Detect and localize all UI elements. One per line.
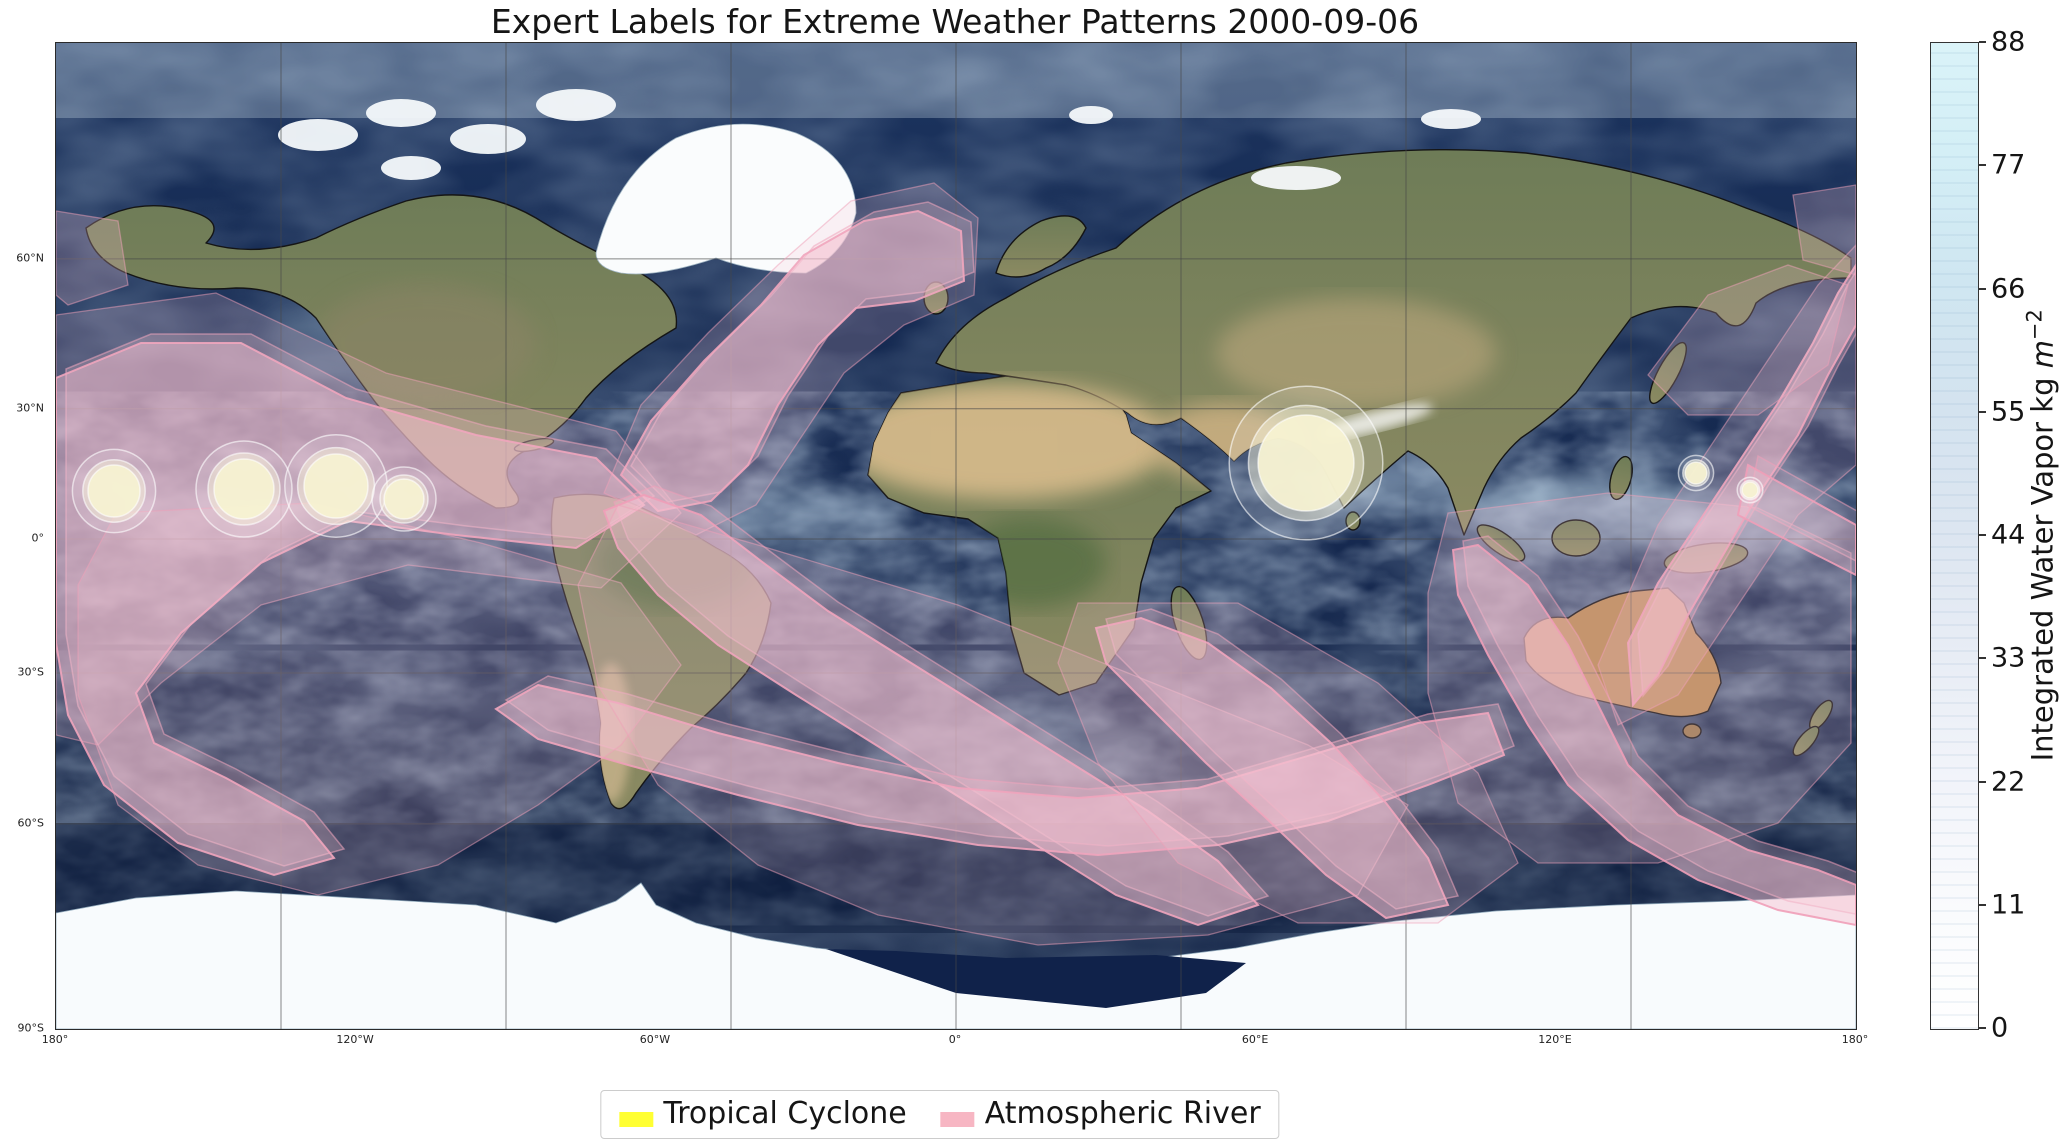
lon-tick-label: 60°W <box>639 1033 671 1046</box>
legend-label: Atmospheric River <box>984 1096 1261 1131</box>
longitude-axis: 180° 120°W 60°W 0° 60°E 120°E 180° <box>42 1033 1869 1053</box>
tropical-cyclone-marker <box>1736 476 1764 504</box>
lon-tick-label: 180° <box>41 1033 69 1046</box>
tropical-cyclone-marker <box>195 440 293 538</box>
new-zealand-south <box>1792 725 1820 757</box>
tropical-cyclone-ring <box>383 478 425 520</box>
atmospheric-river-polygon <box>56 292 682 746</box>
world-basemap <box>56 43 1856 1029</box>
tropical-cyclone-marker <box>1228 385 1384 541</box>
colorbar-tick-mark <box>1979 410 1986 413</box>
colorbar-tick-label: 44 <box>1991 519 2026 551</box>
lat-tick-label: 60°N <box>16 251 44 265</box>
tropical-cyclone-ring <box>303 453 369 519</box>
legend: Tropical Cyclone Atmospheric River <box>600 1090 1280 1139</box>
tasmania <box>1682 723 1702 739</box>
tropical-cyclone-overlays <box>71 385 1764 541</box>
atmospheric-river-polygon <box>1647 264 1849 416</box>
atmospheric-river-polygon <box>1736 463 1856 577</box>
colorbar-label: Integrated Water Vapor kg m−2 <box>2022 308 2060 762</box>
colorbar-tick-mark <box>1979 287 1986 290</box>
atmospheric-river-polygon <box>1057 602 1519 924</box>
atmospheric-river-polygon <box>1597 244 1856 726</box>
tropical-cyclone-marker <box>284 434 388 538</box>
lat-tick-label: 0° <box>31 531 45 545</box>
scandinavia <box>995 215 1087 278</box>
legend-item-tropical-cyclone: Tropical Cyclone <box>619 1096 907 1131</box>
atmospheric-river-polygon <box>56 210 129 306</box>
chart-title: Expert Labels for Extreme Weather Patter… <box>490 2 1420 41</box>
colorbar-tick-label: 66 <box>1991 273 2026 304</box>
colorbar-tick-mark <box>1979 780 1986 783</box>
atmospheric-river-polygon <box>1094 616 1450 920</box>
atmospheric-river-polygon <box>577 504 1409 946</box>
lat-tick-label: 90°S <box>17 1021 44 1035</box>
atmospheric-river-polygon <box>603 182 979 536</box>
colorbar-label-box: Integrated Water Vapor kg m−2 <box>2016 42 2066 1028</box>
tropical-cyclone-ring <box>87 464 141 518</box>
colorbar-texture <box>1931 43 1978 1029</box>
lon-tick-label: 120°E <box>1538 1033 1572 1046</box>
atmospheric-river-polygon <box>56 342 646 877</box>
borneo <box>1551 519 1601 557</box>
lon-tick-label: 0° <box>948 1033 962 1046</box>
lat-tick-label: 30°N <box>16 401 44 415</box>
lat-tick-label: 30°S <box>17 665 44 679</box>
sri-lanka <box>1345 511 1361 531</box>
colorbar-tick-label: 0 <box>1991 1012 2009 1044</box>
tropical-cyclone-marker <box>1677 454 1715 492</box>
weddell-sea <box>826 949 1246 1008</box>
colorbar-tick-mark <box>1979 903 1986 906</box>
latitude-axis: 60°N 30°N 0° 30°S 60°S 90°S <box>0 42 50 1034</box>
tropical-cyclone-marker <box>71 448 157 534</box>
arctic-islands <box>278 89 1481 190</box>
colorbar-tick-label: 55 <box>1991 396 2026 428</box>
tropical-cyclone-marker <box>371 466 437 532</box>
colorbar-tick-mark <box>1979 1027 1986 1029</box>
atmospheric-river-polygon <box>1792 184 1856 276</box>
colorbar-tick-mark <box>1979 41 1986 43</box>
lon-tick-label: 120°W <box>336 1033 374 1046</box>
colorbar <box>1930 42 1979 1030</box>
colorbar-tick-area: 0 11 22 33 44 55 66 77 88 <box>1979 27 2067 1044</box>
tropical-cyclone-ring <box>1684 461 1708 485</box>
atmospheric-river-polygon <box>619 209 966 513</box>
legend-item-atmospheric-river: Atmospheric River <box>940 1096 1261 1131</box>
colorbar-tick-label: 22 <box>1991 766 2026 797</box>
colorbar-tick-mark <box>1979 657 1986 660</box>
greenland <box>595 123 857 275</box>
japan <box>1649 341 1687 405</box>
lon-tick-label: 180° <box>1841 1033 1869 1046</box>
colorbar-tick-mark <box>1979 534 1986 536</box>
lat-tick-label: 60°S <box>17 816 44 830</box>
atmospheric-river-polygon <box>1451 543 1856 927</box>
atmospheric-river-swatch <box>940 1112 975 1127</box>
tropical-cyclone-ring <box>1257 414 1355 512</box>
tropical-cyclone-ring <box>1741 481 1759 499</box>
tropical-cyclone-ring <box>213 458 275 520</box>
colorbar-tick-label: 88 <box>1991 26 2026 58</box>
atmospheric-river-overlays <box>56 182 1856 946</box>
colorbar-tick-mark <box>1979 164 1986 167</box>
world-map-plot <box>55 42 1857 1030</box>
colorbar-tick-label: 77 <box>1991 149 2026 181</box>
legend-label: Tropical Cyclone <box>663 1096 907 1131</box>
colorbar-tick-label: 11 <box>1991 889 2026 921</box>
tropical-cyclone-swatch <box>619 1112 654 1127</box>
colorbar-tick-label: 33 <box>1991 642 2026 674</box>
atmospheric-river-polygon <box>494 683 1506 857</box>
atmospheric-river-polygon <box>77 502 682 896</box>
lon-tick-label: 60°E <box>1241 1033 1269 1046</box>
sumatra <box>1476 524 1526 562</box>
